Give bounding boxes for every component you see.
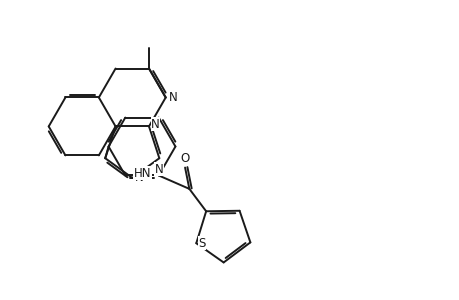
Text: N: N (169, 91, 178, 104)
Text: N: N (155, 163, 163, 176)
Text: O: O (180, 152, 189, 165)
Text: N: N (134, 171, 143, 184)
Text: HN: HN (133, 167, 151, 180)
Text: N: N (151, 118, 160, 131)
Text: S: S (198, 237, 205, 250)
